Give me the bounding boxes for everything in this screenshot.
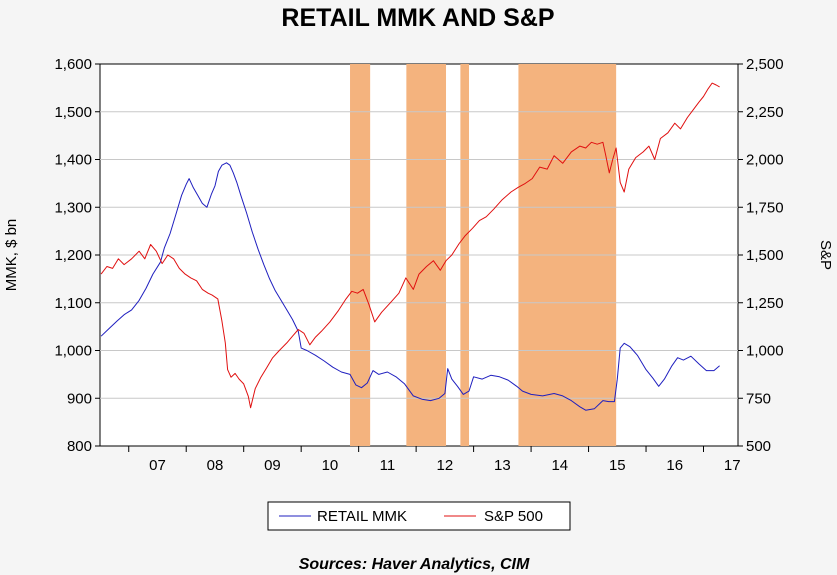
x-tick-label: 17 <box>724 457 741 474</box>
x-tick-label: 07 <box>149 457 166 474</box>
x-tick-label: 08 <box>207 457 224 474</box>
x-tick-label: 14 <box>551 457 568 474</box>
x-tick-label: 15 <box>609 457 626 474</box>
x-tick-label: 10 <box>322 457 339 474</box>
y-left-tick-label: 1,100 <box>54 295 92 312</box>
x-tick-label: 12 <box>437 457 454 474</box>
x-tick-label: 11 <box>380 457 396 474</box>
y-left-tick-label: 900 <box>67 390 92 407</box>
legend-label-retail-mmk: RETAIL MMK <box>317 508 407 525</box>
y-right-tick-label: 1,250 <box>746 295 784 312</box>
x-tick-label: 13 <box>494 457 511 474</box>
x-tick-label: 09 <box>264 457 281 474</box>
y-right-tick-label: 750 <box>746 390 771 407</box>
y-left-tick-label: 800 <box>67 438 92 455</box>
y-right-tick-label: 1,500 <box>746 247 784 264</box>
y-right-tick-label: 1,750 <box>746 199 784 216</box>
y-right-tick-label: 1,000 <box>746 343 784 360</box>
y-left-tick-label: 1,600 <box>54 56 92 73</box>
y-right-tick-label: 2,500 <box>746 56 784 73</box>
y-left-tick-label: 1,200 <box>54 247 92 264</box>
source-note: Sources: Haver Analytics, CIM <box>299 556 530 573</box>
y-axis-right-label: S&P <box>817 240 834 270</box>
series-lines <box>100 82 720 411</box>
axes: 800 900 1,000 1,100 1,200 1,300 1,400 1,500 1,60… <box>54 56 783 474</box>
y-right-tick-label: 2,250 <box>746 104 784 121</box>
legend: RETAIL MMK S&P 500 <box>267 501 571 531</box>
y-left-tick-label: 1,500 <box>54 104 92 121</box>
series-line-sp500 <box>100 82 720 409</box>
y-left-tick-label: 1,400 <box>54 152 92 169</box>
y-axis-left-label: MMK, $ bn <box>3 219 20 292</box>
legend-label-sp500: S&P 500 <box>484 508 543 525</box>
legend-box <box>267 501 571 531</box>
x-tick-label: 16 <box>666 457 683 474</box>
series-line-retail-mmk <box>100 162 720 411</box>
y-right-tick-label: 2,000 <box>746 152 784 169</box>
y-left-tick-label: 1,300 <box>54 199 92 216</box>
chart-title: RETAIL MMK AND S&P <box>281 4 554 32</box>
y-left-tick-label: 1,000 <box>54 343 92 360</box>
y-right-tick-label: 500 <box>746 438 771 455</box>
